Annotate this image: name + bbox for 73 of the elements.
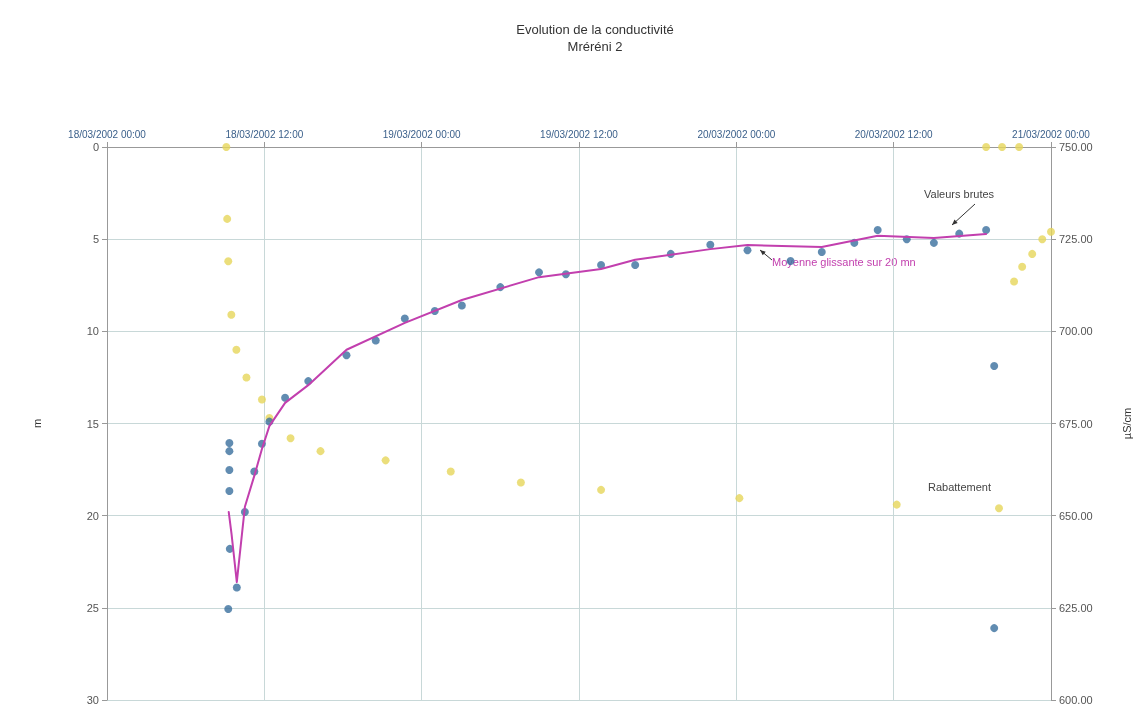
point [316, 447, 325, 456]
y2-tick-label: 625.00 [1059, 601, 1093, 614]
y2-axis-title: µS/cm [1120, 407, 1133, 440]
y2-tick-label: 675.00 [1059, 417, 1093, 430]
x-tick-label: 19/03/2002 00:00 [382, 128, 462, 140]
point [535, 268, 544, 277]
point [873, 225, 882, 234]
chart-title: Evolution de la conductivité [516, 22, 674, 37]
point [998, 143, 1007, 151]
point [1047, 227, 1055, 236]
x-tick-label: 20/03/2002 00:00 [697, 128, 776, 140]
point [286, 434, 295, 443]
point [371, 336, 380, 345]
x-tick-label: 21/03/2002 00:00 [1012, 128, 1091, 140]
point [1010, 277, 1019, 286]
series-label: Rabattement [928, 480, 991, 493]
x-tick-label: 20/03/2002 12:00 [854, 128, 934, 140]
point [817, 248, 826, 257]
y2-tick-label: 750.00 [1059, 141, 1093, 153]
x-tick-label: 18/03/2002 00:00 [68, 128, 147, 140]
y-tick-label: 10 [86, 325, 99, 338]
point [224, 257, 233, 266]
point [400, 314, 409, 323]
point [446, 467, 455, 476]
point [257, 395, 266, 404]
y-tick-label: 0 [92, 141, 99, 153]
point [516, 478, 525, 487]
y2-tick-label: 600.00 [1059, 694, 1093, 706]
point [1028, 249, 1037, 258]
point [232, 583, 241, 592]
chart-subtitle: Mréréni 2 [567, 39, 623, 54]
point [1038, 235, 1047, 244]
point [982, 225, 991, 234]
y-axis-title: m [30, 418, 43, 429]
y-tick-label: 5 [92, 233, 99, 246]
point [225, 447, 234, 456]
point [982, 143, 991, 151]
point [597, 485, 606, 494]
point [225, 439, 234, 448]
point [227, 310, 236, 319]
point [342, 351, 351, 360]
point [735, 494, 744, 503]
point [242, 373, 251, 382]
point [223, 214, 232, 223]
point [225, 465, 234, 474]
y-tick-label: 30 [86, 694, 99, 706]
y-tick-label: 20 [86, 509, 99, 522]
point [232, 345, 241, 354]
point [1018, 262, 1027, 271]
point [706, 240, 715, 249]
point [457, 301, 466, 310]
y2-tick-label: 650.00 [1059, 509, 1093, 522]
point [597, 260, 606, 269]
point [631, 260, 640, 269]
point [381, 456, 390, 465]
point [995, 504, 1003, 513]
point [743, 246, 752, 255]
x-tick-label: 19/03/2002 12:00 [540, 128, 619, 140]
text: Valeurs brutes [924, 187, 995, 200]
point [225, 486, 234, 495]
point [281, 393, 290, 402]
y-tick-label: 25 [86, 601, 99, 614]
point [990, 361, 999, 370]
point [1015, 143, 1024, 151]
point [892, 500, 901, 509]
y-tick-label: 15 [86, 417, 99, 430]
y2-tick-label: 700.00 [1059, 325, 1093, 338]
point [222, 143, 231, 151]
point [224, 604, 233, 613]
y2-tick-label: 725.00 [1059, 233, 1093, 246]
point [929, 238, 938, 247]
x-tick-label: 18/03/2002 12:00 [225, 128, 304, 140]
point [990, 624, 999, 633]
